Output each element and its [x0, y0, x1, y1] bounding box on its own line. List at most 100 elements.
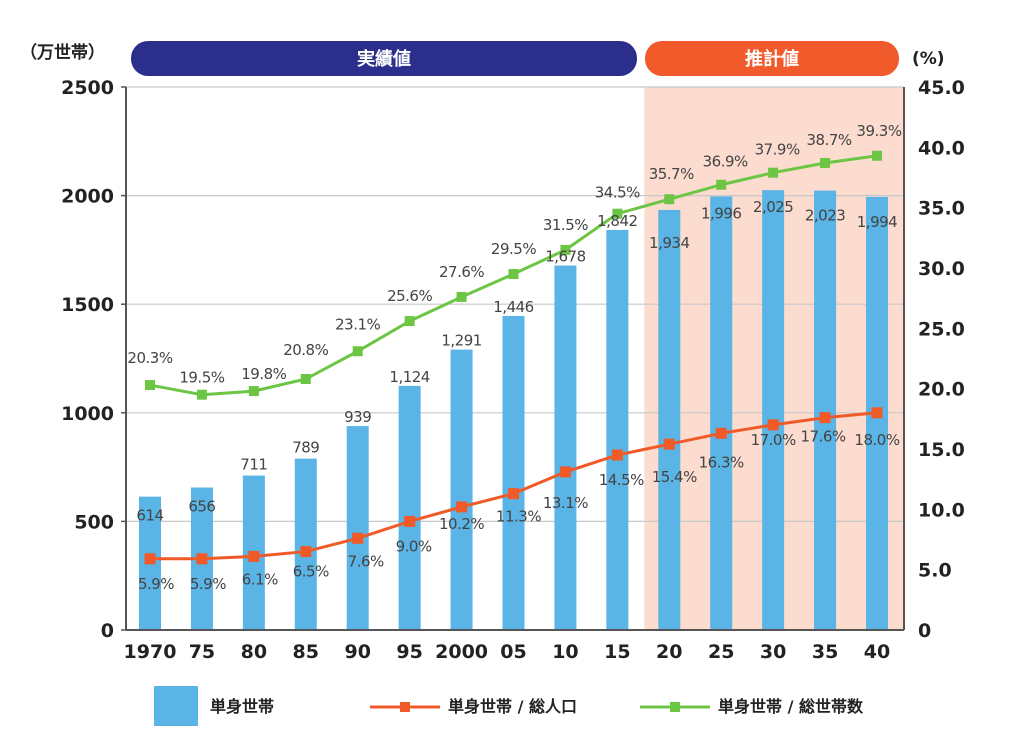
- line-marker: [820, 158, 831, 169]
- line-data-label: 15.4%: [652, 468, 697, 486]
- line-data-label: 34.5%: [595, 184, 640, 202]
- x-tick-label: 35: [812, 641, 838, 663]
- line-data-label: 18.0%: [854, 431, 899, 449]
- bar: [658, 209, 681, 631]
- line-series: [144, 150, 883, 565]
- right-tick-label: 25.0: [918, 318, 965, 340]
- line-data-label: 9.0%: [396, 537, 432, 555]
- bar-data-label: 1,678: [545, 248, 585, 266]
- left-tick-label: 500: [74, 511, 114, 533]
- line-marker: [248, 550, 260, 562]
- line-data-label: 6.1%: [242, 570, 278, 588]
- right-tick-label: 10.0: [918, 499, 965, 521]
- right-tick-label: 20.0: [918, 379, 965, 401]
- line-marker: [144, 553, 156, 565]
- line-marker: [508, 488, 519, 500]
- right-axis-unit-label: (%): [912, 49, 945, 69]
- line-marker: [145, 380, 155, 391]
- bar: [710, 196, 733, 630]
- bar-data-label: 2,025: [753, 198, 793, 216]
- line-marker: [560, 244, 571, 255]
- line-marker: [404, 316, 415, 327]
- line-marker: [664, 194, 675, 205]
- line-data-label: 19.5%: [179, 369, 224, 387]
- line-marker: [715, 427, 727, 439]
- line-data-label: 27.6%: [439, 263, 484, 281]
- left-tick-label: 1000: [61, 403, 114, 425]
- right-tick-label: 5.0: [918, 560, 952, 582]
- line-marker: [559, 466, 571, 478]
- line-marker: [663, 438, 675, 450]
- line-data-label: 29.5%: [491, 240, 536, 258]
- x-tick-label: 30: [760, 641, 786, 663]
- bar: [294, 458, 317, 630]
- line-data-label: 19.8%: [241, 365, 286, 383]
- x-tick-label: 1970: [124, 641, 177, 663]
- legend-square-marker-icon: [400, 702, 410, 712]
- axes: [121, 86, 905, 631]
- line-data-label: 36.9%: [703, 153, 748, 171]
- line-marker: [300, 374, 311, 385]
- x-tick-label: 2000: [435, 641, 488, 663]
- line-marker: [300, 546, 312, 558]
- bar-data-label: 939: [344, 408, 371, 426]
- bar: [606, 229, 629, 630]
- line-marker: [716, 179, 727, 190]
- right-tick-label: 30.0: [918, 258, 965, 280]
- legend-label: 単身世帯: [210, 697, 274, 716]
- line-data-label: 17.0%: [751, 431, 796, 449]
- bar-data-label: 2,023: [805, 207, 845, 225]
- line-data-label: 16.3%: [699, 453, 744, 471]
- line-marker: [352, 532, 364, 544]
- x-tick-label: 80: [241, 641, 267, 663]
- bar: [450, 349, 473, 630]
- line-data-label: 39.3%: [856, 122, 901, 140]
- left-axis-unit-label: （万世帯）: [20, 42, 105, 63]
- bar-data-label: 656: [188, 498, 215, 516]
- x-tick-label: 75: [189, 641, 215, 663]
- period-band-actual-label: 実績値: [357, 48, 411, 70]
- x-tick-label: 05: [500, 641, 526, 663]
- x-tick-label: 15: [604, 641, 630, 663]
- legend-label: 単身世帯 / 総人口: [448, 697, 577, 716]
- line-marker: [196, 389, 207, 400]
- line-data-label: 14.5%: [599, 471, 644, 489]
- x-tick-label: 85: [293, 641, 319, 663]
- bar-data-label: 1,994: [857, 213, 897, 231]
- line-marker: [456, 291, 467, 302]
- legend-square-marker-icon: [670, 702, 680, 712]
- legend-bar-swatch: [154, 686, 198, 726]
- x-tick-label: 40: [864, 641, 890, 663]
- line-data-label: 20.8%: [283, 341, 328, 359]
- line-marker: [404, 515, 416, 527]
- line-marker: [456, 501, 468, 513]
- line-marker: [767, 419, 779, 431]
- line-data-label: 31.5%: [543, 216, 588, 234]
- line-marker: [352, 346, 363, 357]
- line-data-label: 5.9%: [190, 575, 226, 593]
- bar: [502, 315, 525, 630]
- line-data-label: 5.9%: [138, 575, 174, 593]
- line-marker: [611, 449, 623, 461]
- legend: 単身世帯 単身世帯 / 総人口 単身世帯 / 総世帯数: [154, 686, 864, 726]
- period-band-forecast-bg: [645, 41, 899, 76]
- line-data-label: 6.5%: [293, 563, 329, 581]
- x-tick-label: 95: [396, 641, 422, 663]
- x-tick-label: 20: [656, 641, 682, 663]
- right-tick-label: 15.0: [918, 439, 965, 461]
- period-band-actual: 実績値: [131, 41, 637, 76]
- right-tick-label: 0: [918, 620, 931, 642]
- legend-item-single-households: 単身世帯: [154, 686, 274, 726]
- bar: [398, 385, 421, 630]
- bar-data-label: 1,446: [493, 298, 533, 316]
- left-tick-label: 2000: [61, 186, 114, 208]
- x-tick-label: 25: [708, 641, 734, 663]
- line-data-label: 20.3%: [127, 349, 172, 367]
- legend-item-single-per-population: 単身世帯 / 総人口: [370, 697, 577, 716]
- line-data-label: 35.7%: [649, 165, 694, 183]
- bar-data-label: 711: [240, 456, 267, 474]
- left-tick-label: 0: [101, 620, 114, 642]
- bar-data-label: 1,124: [389, 368, 429, 386]
- right-tick-label: 45.0: [918, 77, 965, 99]
